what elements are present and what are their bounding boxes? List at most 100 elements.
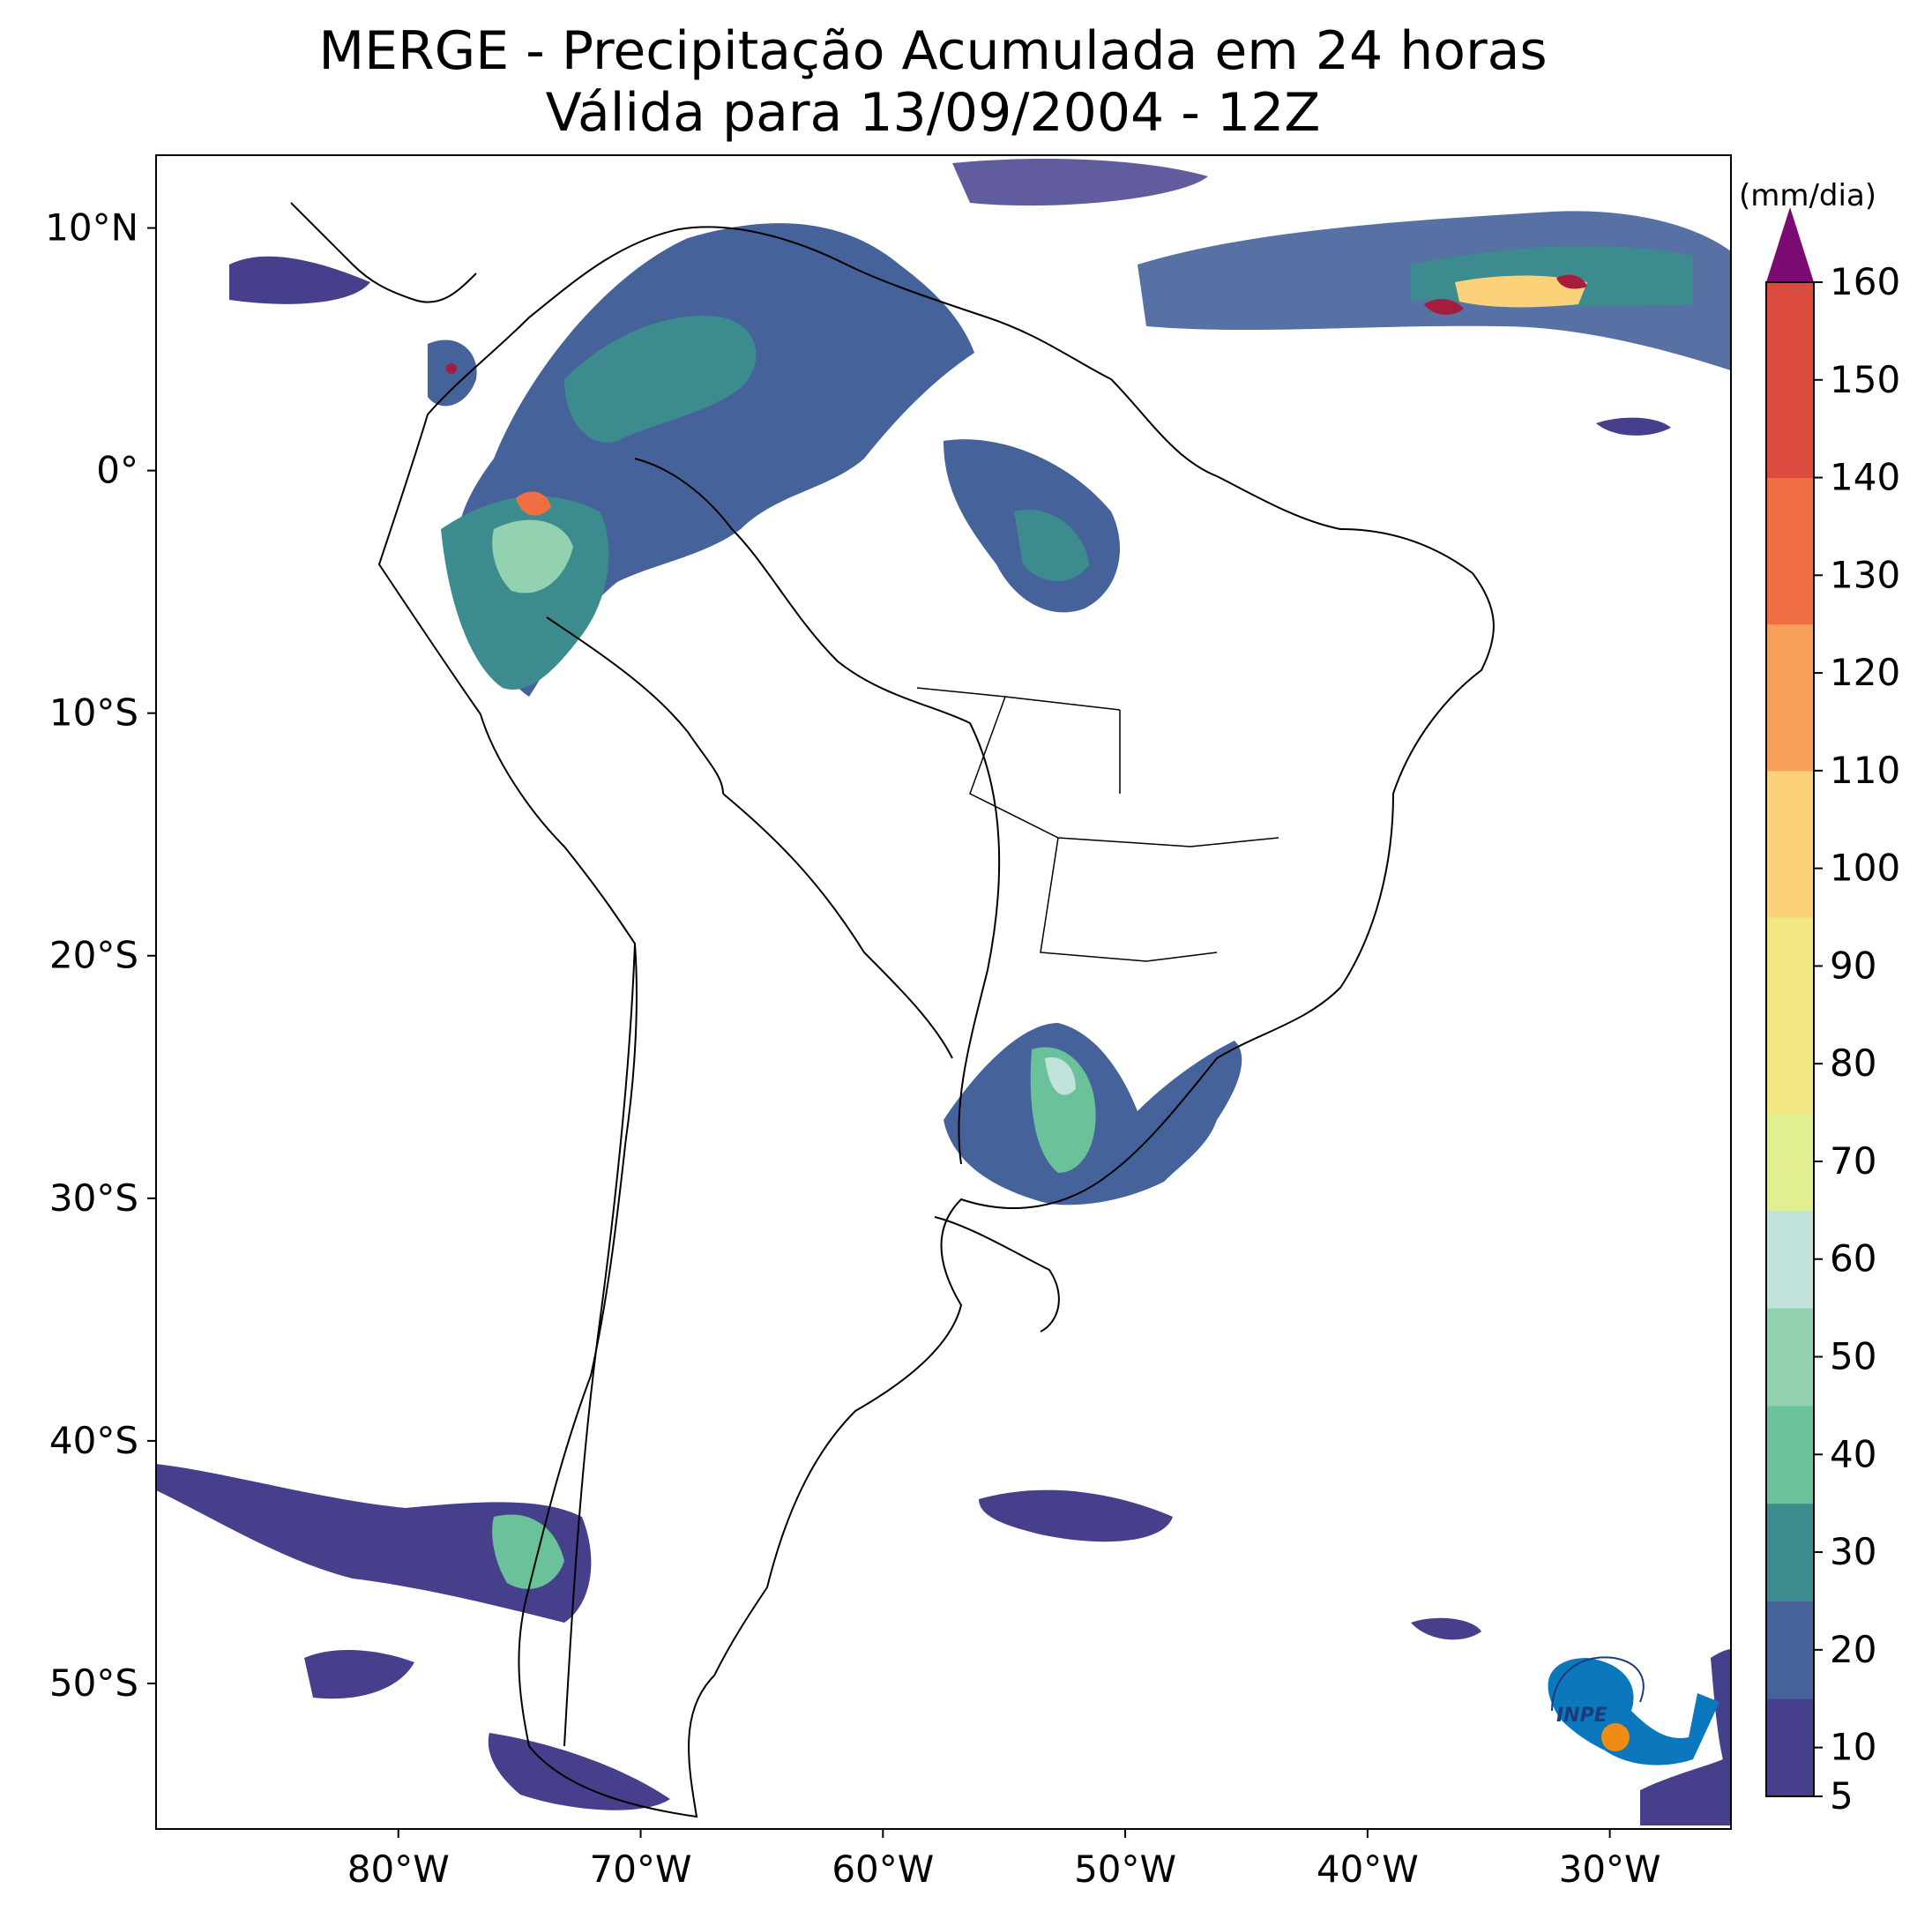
inpe-logo-swirl-icon xyxy=(1548,1658,1719,1765)
precip-south-atlantic-3 xyxy=(1640,1755,1731,1825)
lat-tick-label: 50°S xyxy=(49,1661,138,1705)
colorbar-band xyxy=(1766,429,1814,479)
precip-itcz-max xyxy=(1424,298,1464,315)
colorbar-band xyxy=(1766,1356,1814,1407)
colorbar-tick-label: 50 xyxy=(1830,1335,1876,1378)
precip-colombia-peak xyxy=(446,363,457,374)
colorbar-tick-label: 120 xyxy=(1830,651,1900,694)
lon-tick-label: 60°W xyxy=(832,1848,934,1891)
precip-pacific-patagonia xyxy=(156,1464,592,1623)
colorbar-band xyxy=(1766,917,1814,967)
colorbar-bands xyxy=(1766,282,1814,1797)
precip-south-atlantic-2 xyxy=(1411,1617,1481,1640)
latitude-axis: 10°N 0° 10°S 20°S 30°S 40°S 50°S xyxy=(45,206,156,1705)
colorbar-band xyxy=(1766,1210,1814,1260)
brazil-border xyxy=(634,458,1001,1165)
colorbar-band xyxy=(1766,1649,1814,1699)
colorbar-tick-label: 70 xyxy=(1830,1139,1876,1183)
colorbar-tick-label: 60 xyxy=(1830,1237,1876,1280)
colorbar-tick-label: 110 xyxy=(1830,749,1900,792)
colorbar-unit: (mm/dia) xyxy=(1739,178,1876,213)
lat-tick-label: 40°S xyxy=(49,1419,138,1462)
lon-tick-label: 50°W xyxy=(1074,1848,1176,1891)
map-frame xyxy=(155,154,1732,1830)
colorbar-band xyxy=(1766,1698,1814,1749)
colorbar-band xyxy=(1766,575,1814,625)
colorbar-band xyxy=(1766,1552,1814,1601)
lat-tick-label: 10°N xyxy=(45,206,138,250)
colorbar-band xyxy=(1766,379,1814,429)
colorbar-band xyxy=(1766,1601,1814,1651)
colorbar-tick-label: 40 xyxy=(1830,1432,1876,1475)
precip-para-core xyxy=(1014,510,1089,581)
colorbar-tick-label: 150 xyxy=(1830,358,1900,401)
colorbar-band xyxy=(1766,673,1814,722)
map-panel: INPE xyxy=(155,154,1732,1830)
colorbar-frame xyxy=(1765,281,1815,1797)
colorbar-band xyxy=(1766,526,1814,576)
precip-itcz-max2 xyxy=(1556,274,1587,289)
colorbar-band xyxy=(1766,1064,1814,1114)
precip-south-brazil-core xyxy=(1030,1047,1096,1173)
map-title-line2: Válida para 13/09/2004 - 12Z xyxy=(546,82,1321,144)
precip-amazon-core xyxy=(564,316,757,443)
precip-pacific-south xyxy=(304,1649,414,1699)
precip-atlantic-north xyxy=(952,159,1208,206)
colorbar-band xyxy=(1766,282,1814,332)
precip-patagonia-core xyxy=(492,1514,564,1589)
lon-tick-label: 80°W xyxy=(347,1848,450,1891)
colorbar-extend-arrow xyxy=(1766,207,1814,282)
map-title-line1: MERGE - Precipitação Acumulada em 24 hor… xyxy=(318,20,1547,82)
lon-tick-label: 70°W xyxy=(590,1848,692,1891)
colorbar-tick-label: 90 xyxy=(1830,944,1876,987)
longitude-axis: 80°W 70°W 60°W 50°W 40°W 30°W xyxy=(347,1829,1661,1891)
colorbar-band xyxy=(1766,1308,1814,1358)
lat-tick-label: 10°S xyxy=(49,691,138,735)
inpe-logo-text: INPE xyxy=(1556,1705,1608,1727)
argentina-chile-border xyxy=(563,943,636,1747)
precip-south-brazil-peak xyxy=(1045,1057,1076,1095)
colorbar-tick-label: 30 xyxy=(1830,1530,1876,1573)
colorbar-tick-label: 130 xyxy=(1830,553,1900,596)
colorbar-band xyxy=(1766,721,1814,772)
colorbar-tick-label: 80 xyxy=(1830,1041,1876,1085)
inpe-logo-sun-icon xyxy=(1601,1723,1630,1751)
precip-south-atlantic-1 xyxy=(979,1489,1173,1542)
bolivia-paraguay-border xyxy=(722,793,953,1059)
colorbar-tick-label: 10 xyxy=(1830,1726,1876,1769)
precip-peru-core xyxy=(492,519,573,593)
colorbar-band xyxy=(1766,1747,1814,1797)
colorbar-band xyxy=(1766,1014,1814,1064)
lon-tick-label: 30°W xyxy=(1559,1848,1661,1891)
inpe-logo: INPE xyxy=(1548,1656,1719,1765)
colorbar-band xyxy=(1766,623,1814,674)
uruguay-border xyxy=(934,1216,1060,1332)
colorbar-tick-label: 5 xyxy=(1830,1774,1854,1818)
colorbar-band xyxy=(1766,331,1814,381)
colorbar-tick-label: 140 xyxy=(1830,456,1900,499)
colorbar-ticks: 5 10 20 30 40 50 60 70 80 90 100 110 120 130 140 150 160 xyxy=(1814,260,1900,1818)
colorbar-band xyxy=(1766,477,1814,527)
south-america-coastline xyxy=(377,226,1495,1818)
lat-tick-label: 20°S xyxy=(49,934,138,977)
central-america-coastline xyxy=(290,202,477,303)
lat-tick-label: 0° xyxy=(96,449,138,492)
colorbar-band xyxy=(1766,819,1814,870)
precip-itcz-peak xyxy=(1455,275,1587,308)
colorbar-tick-label: 20 xyxy=(1830,1628,1876,1671)
colorbar-band xyxy=(1766,868,1814,918)
colorbar-tick-label: 100 xyxy=(1830,847,1900,890)
precip-atlantic-small xyxy=(1596,417,1671,436)
brazil-states-outline xyxy=(916,687,1279,962)
colorbar-band xyxy=(1766,1454,1814,1504)
peru-border xyxy=(546,616,724,795)
precip-central-america xyxy=(229,256,370,304)
precip-peru-peak xyxy=(516,491,551,516)
coastline-layer xyxy=(290,202,1495,1818)
colorbar-band xyxy=(1766,770,1814,820)
inpe-logo-orbit-icon xyxy=(1551,1656,1645,1712)
precip-east-atlantic-edge xyxy=(1711,1649,1731,1781)
colorbar-band xyxy=(1766,1503,1814,1553)
colorbar-band xyxy=(1766,1258,1814,1309)
